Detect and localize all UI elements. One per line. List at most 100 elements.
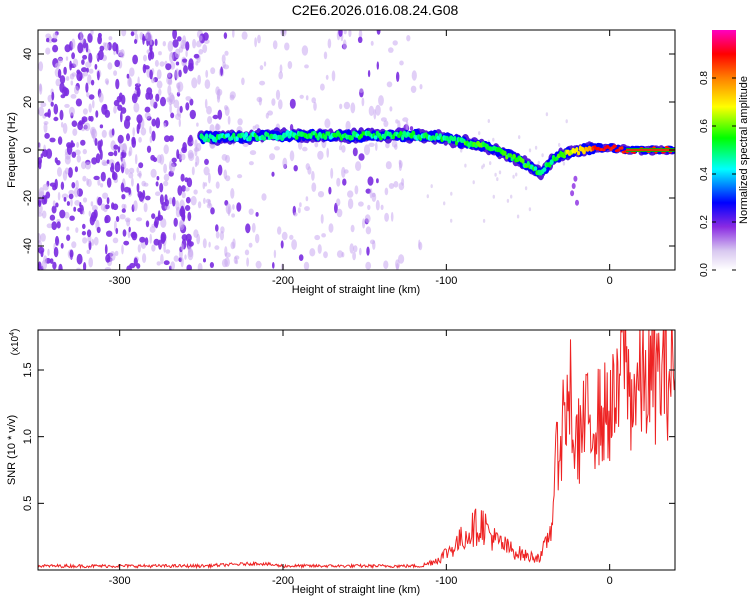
noise-speck <box>267 110 273 116</box>
noise-speck <box>163 173 170 182</box>
y-tick-label: 40 <box>22 48 34 60</box>
noise-speck <box>494 172 497 177</box>
noise-speck <box>53 116 59 122</box>
noise-speck <box>210 207 215 215</box>
noise-speck <box>69 73 75 80</box>
noise-speck <box>47 108 51 119</box>
noise-speck <box>378 95 384 106</box>
noise-speck <box>273 249 277 259</box>
noise-speck <box>281 231 288 241</box>
noise-speck <box>159 61 165 67</box>
noise-speck <box>330 167 334 179</box>
noise-speck <box>385 161 392 170</box>
noise-speck <box>376 178 379 184</box>
noise-speck <box>91 238 95 246</box>
noise-speck <box>115 216 120 222</box>
noise-speck <box>221 154 228 161</box>
noise-speck <box>41 259 48 270</box>
noise-speck <box>51 221 58 231</box>
noise-speck <box>355 161 362 172</box>
noise-speck <box>383 260 389 270</box>
x-tick-label: -300 <box>109 275 131 287</box>
noise-speck <box>90 201 94 207</box>
ridge-blob <box>577 151 581 156</box>
noise-speck <box>113 105 117 114</box>
noise-speck <box>175 200 180 211</box>
noise-speck <box>75 180 79 190</box>
noise-speck <box>83 262 87 270</box>
noise-speck <box>88 52 93 64</box>
noise-speck <box>111 162 114 170</box>
noise-speck <box>152 157 158 163</box>
colorbar-tick-label: 0.2 <box>699 215 710 229</box>
noise-speck <box>187 211 192 222</box>
noise-speck <box>204 158 209 165</box>
noise-speck <box>75 227 79 233</box>
noise-speck <box>86 249 91 254</box>
y-tick-label: 0 <box>22 147 34 153</box>
noise-speck <box>225 203 232 215</box>
noise-speck <box>193 53 200 59</box>
colorbar-tick-label: 0.8 <box>699 71 710 85</box>
noise-speck <box>47 248 50 256</box>
noise-speck <box>151 244 156 252</box>
noise-speck <box>278 71 284 80</box>
noise-speck <box>158 51 162 56</box>
noise-speck <box>156 176 160 181</box>
noise-speck <box>498 170 502 175</box>
noise-speck <box>217 88 223 96</box>
noise-speck <box>180 257 184 268</box>
noise-speck <box>289 234 294 240</box>
noise-speck <box>293 165 298 172</box>
noise-speck <box>67 167 73 178</box>
noise-speck <box>172 196 176 207</box>
noise-speck <box>149 47 153 56</box>
ridge-blob <box>247 135 252 142</box>
y-tick-label: 0.5 <box>22 496 34 511</box>
noise-speck <box>328 223 334 233</box>
noise-speck <box>261 193 267 201</box>
noise-speck <box>259 65 264 71</box>
noise-speck <box>309 248 316 257</box>
noise-speck <box>324 118 331 129</box>
noise-speck <box>487 119 490 123</box>
noise-speck <box>87 74 92 85</box>
noise-speck <box>562 161 566 166</box>
noise-speck <box>186 264 192 270</box>
noise-speck <box>184 254 187 260</box>
noise-speck <box>203 197 206 204</box>
noise-speck <box>193 189 198 195</box>
noise-speck <box>223 169 228 180</box>
noise-speck <box>58 263 63 270</box>
noise-speck <box>114 250 119 256</box>
noise-speck <box>311 170 315 181</box>
noise-speck <box>210 67 216 75</box>
noise-speck <box>277 226 282 235</box>
noise-speck <box>221 54 226 64</box>
noise-speck <box>331 70 336 82</box>
noise-speck <box>68 193 74 200</box>
noise-speck <box>115 43 119 55</box>
noise-speck <box>168 197 173 205</box>
noise-speck <box>208 172 211 184</box>
noise-speck <box>71 52 75 60</box>
noise-speck <box>132 127 135 137</box>
noise-speck <box>156 69 162 80</box>
noise-speck <box>189 98 194 106</box>
noise-speck <box>90 126 96 136</box>
noise-speck <box>389 106 393 112</box>
noise-speck <box>271 171 275 177</box>
noise-speck <box>149 135 153 143</box>
noise-speck <box>128 150 131 157</box>
noise-speck <box>236 202 242 212</box>
chart-title: C2E6.2026.016.08.24.G08 <box>291 2 459 18</box>
noise-speck <box>314 142 319 148</box>
noise-speck <box>299 94 304 99</box>
ridge-blob <box>549 159 554 166</box>
ridge-blob <box>571 183 576 189</box>
noise-speck <box>71 241 77 249</box>
noise-speck <box>94 138 98 146</box>
noise-speck <box>144 106 151 113</box>
noise-speck <box>203 166 210 176</box>
noise-speck <box>202 44 208 54</box>
